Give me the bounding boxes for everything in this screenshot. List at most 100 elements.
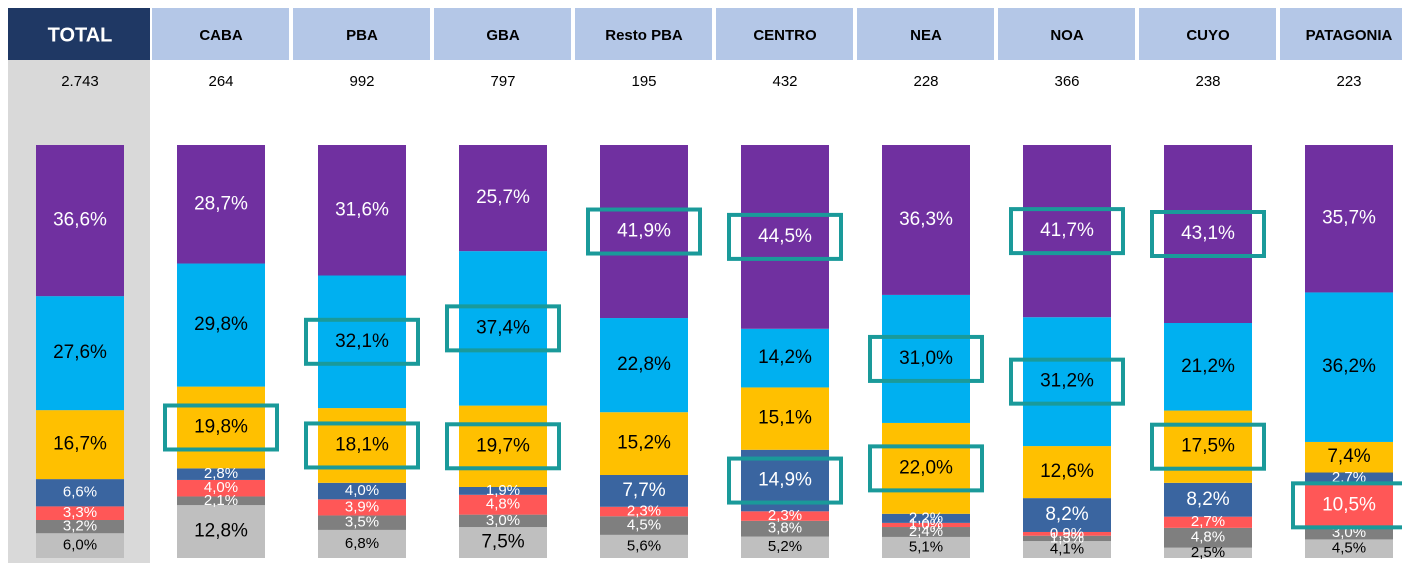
data-label: 12,6% [1040,461,1094,482]
header-cell [857,8,994,60]
bar-segment [1023,498,1111,532]
bar-segment [36,506,124,521]
bar-segment [1164,323,1252,411]
bar-segment [36,145,124,297]
bar-segment [459,405,547,487]
bar-segment [1164,516,1252,528]
bar-segment [1164,547,1252,558]
bar-segment [741,536,829,558]
bar-segment [318,529,406,558]
header-label: CENTRO [753,27,817,44]
header-label: NOA [1050,27,1084,44]
data-label: 7,5% [481,532,524,553]
count-label: 228 [913,73,938,90]
data-label: 6,0% [63,537,97,554]
highlight-box [868,334,984,383]
data-label: 36,2% [1322,356,1376,377]
data-label: 4,1% [1050,541,1084,558]
data-label: 4,8% [486,496,520,513]
data-label: 27,6% [53,342,107,363]
bar-segment [1023,535,1111,542]
highlight-box [304,317,420,366]
highlight-box [868,444,984,493]
data-label: 18,1% [335,434,389,455]
data-label: 25,7% [476,187,530,208]
data-label: 3,8% [768,520,802,537]
highlight-box [163,403,279,452]
bar-segment [177,468,265,480]
header-label: CABA [199,27,242,44]
bar-segment [600,534,688,558]
data-label: 2,1% [204,492,238,509]
bar-segment [177,496,265,506]
data-label: 5,6% [627,537,661,554]
bar-segment [459,145,547,252]
bar-segment [1164,482,1252,517]
bar-segment [741,520,829,537]
bar-segment [318,408,406,483]
data-label: 10,5% [1322,494,1376,515]
data-label: 32,1% [335,331,389,352]
data-label: 19,8% [194,417,248,438]
data-label: 6,6% [63,484,97,501]
data-label: 2,5% [1191,544,1225,561]
data-label: 4,5% [627,517,661,534]
highlight-box [1291,481,1402,530]
data-label: 8,2% [1186,489,1229,510]
data-label: 8,2% [1045,504,1088,525]
bar-segment [1164,527,1252,548]
bar-segment [459,527,547,558]
highlight-box [586,207,702,256]
bar-segment [36,410,124,480]
bar-segment [318,275,406,409]
data-label: 5,1% [909,538,943,555]
bar-segment [882,422,970,514]
header-label: GBA [486,27,520,44]
data-label: 5,2% [768,538,802,555]
header-cell [293,8,430,60]
data-label: 4,0% [204,479,238,496]
data-label: 0,9% [1050,525,1084,542]
bar-segment [741,387,829,450]
data-label: 3,0% [486,512,520,529]
data-label: 3,2% [63,518,97,535]
data-label: 7,4% [1327,446,1370,467]
data-label: 15,1% [758,408,812,429]
bar-segment [1305,145,1393,293]
bar-segment [882,145,970,295]
count-label: 2.743 [61,73,99,90]
bar-segment [882,527,970,537]
data-label: 41,9% [617,221,671,242]
bar-segment [882,522,970,528]
data-label: 36,6% [53,210,107,231]
data-label: 12,8% [194,521,248,542]
bar-segment [459,494,547,515]
bar-segment [1023,145,1111,318]
count-label: 432 [772,73,797,90]
highlight-box [1150,422,1266,471]
bar-segment [177,145,265,264]
bar-segment [1164,410,1252,483]
data-label: 3,3% [63,504,97,521]
bar-segment [1305,539,1393,558]
data-label: 4,8% [1191,529,1225,546]
bar-segment [1305,441,1393,473]
highlight-box [727,456,843,505]
data-label: 14,2% [758,347,812,368]
highlight-box [1009,207,1125,256]
header-label: NEA [910,27,942,44]
bar-segment [318,499,406,516]
data-label: 14,9% [758,470,812,491]
bar-segment [1023,446,1111,499]
bar-segment [1305,483,1393,528]
bar-segment [600,318,688,413]
data-label: 6,8% [345,535,379,552]
data-label: 31,0% [899,348,953,369]
bar-segment [36,296,124,411]
highlight-box [1009,357,1125,406]
bar-segment [177,263,265,387]
data-label: 2,3% [627,503,661,520]
data-label: 1,3% [1050,529,1084,546]
bar-segment [1023,541,1111,558]
